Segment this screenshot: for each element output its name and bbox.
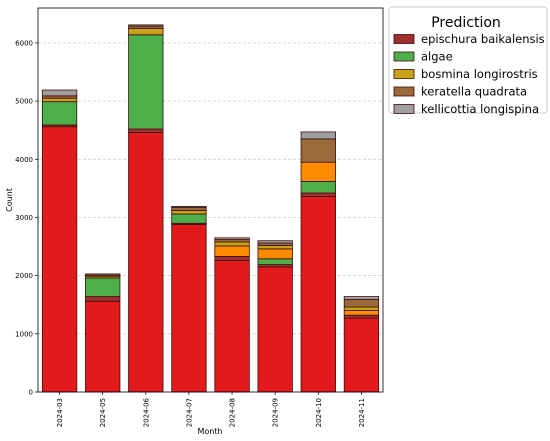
bar-segment-red-base (257, 266, 293, 393)
legend-title: Prediction (431, 15, 501, 31)
y-tick-label: 6000 (15, 39, 33, 47)
bar-segment-algae (257, 258, 293, 265)
y-tick-label: 0 (29, 389, 33, 397)
x-tick-label: 2024-06 (142, 397, 150, 427)
bar-segment-kellicottia-longispina (214, 237, 250, 240)
legend-items: epischura baikalensis algae bosmina longir… (393, 32, 545, 116)
bar-segment-orange (214, 245, 250, 257)
bar-segment-bosmina-longirostris (214, 241, 250, 247)
bar-segment-kellicottia-longispina (343, 296, 380, 300)
x-axis-ticks: 2024-03 2024-05 2024-06 2024-07 2024-08 2024-… (56, 392, 366, 427)
x-tick-label: 2024-07 (185, 398, 193, 427)
bar-segment-keratella-quadrata (171, 207, 207, 211)
x-tick-label: 2024-11 (358, 398, 366, 427)
bar-segment-bosmina-longirostris (343, 306, 380, 311)
bar-segment-red-base (41, 126, 78, 393)
legend-label: bosmina longirostris (421, 67, 538, 81)
bar-segment-red-base (214, 260, 250, 393)
legend: Prediction epischura baikalensis algae bos… (388, 6, 548, 116)
bar-segment-red-base (171, 224, 207, 393)
legend-swatch (393, 34, 415, 44)
bar-segment-kellicottia-longispina (85, 273, 121, 276)
bar-segment-epischura-baikalensis (128, 128, 164, 133)
legend-label: kellicottia longispina (421, 102, 539, 116)
bar-segment-bosmina-longirostris (128, 27, 164, 36)
bar-segment-kellicottia-longispina (41, 89, 78, 97)
legend-frame (388, 6, 548, 114)
plot-area-frame (37, 7, 384, 393)
y-tick-label: 4000 (15, 156, 33, 164)
bar-segment-kellicottia-longispina (300, 131, 336, 140)
bar-segment-algae (41, 101, 78, 126)
y-tick-label: 3000 (15, 214, 33, 222)
bar-segment-red-base (343, 317, 380, 393)
bar-segment-algae (171, 213, 207, 224)
legend-swatch (393, 69, 415, 79)
bar-segment-red-base (300, 196, 336, 393)
bar-segment-algae (85, 277, 121, 297)
x-tick-label: 2024-09 (272, 398, 280, 427)
bar-segment-bosmina-longirostris (257, 244, 293, 250)
bar-segment-epischura-baikalensis (343, 314, 380, 319)
bar-segment-orange (300, 161, 336, 182)
bar-segment-kellicottia-longispina (257, 240, 293, 244)
y-tick-label: 1000 (15, 330, 33, 338)
y-axis-label: Count (5, 188, 14, 212)
x-tick-label: 2024-05 (99, 398, 107, 427)
bar-segment-kellicottia-longispina (171, 205, 207, 208)
x-axis-label: Month (197, 427, 222, 436)
x-tick-label: 2024-03 (56, 398, 64, 427)
bar-segment-orange (343, 310, 380, 316)
bar-segment-red-base (128, 132, 164, 393)
y-tick-label: 5000 (15, 98, 33, 106)
legend-swatch (393, 104, 415, 114)
legend-swatch (393, 51, 415, 62)
bar-segment-kellicottia-longispina (128, 24, 164, 27)
x-tick-label: 2024-08 (229, 398, 237, 427)
bar-segment-epischura-baikalensis (214, 256, 250, 261)
legend-label: algae (421, 50, 453, 64)
bar-segment-epischura-baikalensis (85, 296, 121, 302)
bars-layer (41, 24, 380, 393)
y-axis-ticks: 0 1000 2000 3000 4000 5000 6000 (15, 39, 38, 397)
bar-segment-epischura-baikalensis (300, 192, 336, 197)
bar-segment-algae (128, 34, 164, 130)
legend-label: keratella quadrata (421, 85, 527, 99)
bar-segment-keratella-quadrata (300, 138, 336, 163)
legend-label: epischura baikalensis (421, 32, 545, 46)
bar-segment-algae (300, 180, 336, 194)
bar-segment-orange (257, 248, 293, 260)
bar-segment-bosmina-longirostris (171, 210, 207, 215)
x-tick-label: 2024-10 (315, 398, 323, 427)
bar-segment-red-base (85, 300, 121, 393)
bar-segment-keratella-quadrata (343, 299, 380, 308)
bar-segment-bosmina-longirostris (41, 97, 78, 103)
y-tick-label: 2000 (15, 272, 33, 280)
legend-swatch (393, 86, 415, 97)
